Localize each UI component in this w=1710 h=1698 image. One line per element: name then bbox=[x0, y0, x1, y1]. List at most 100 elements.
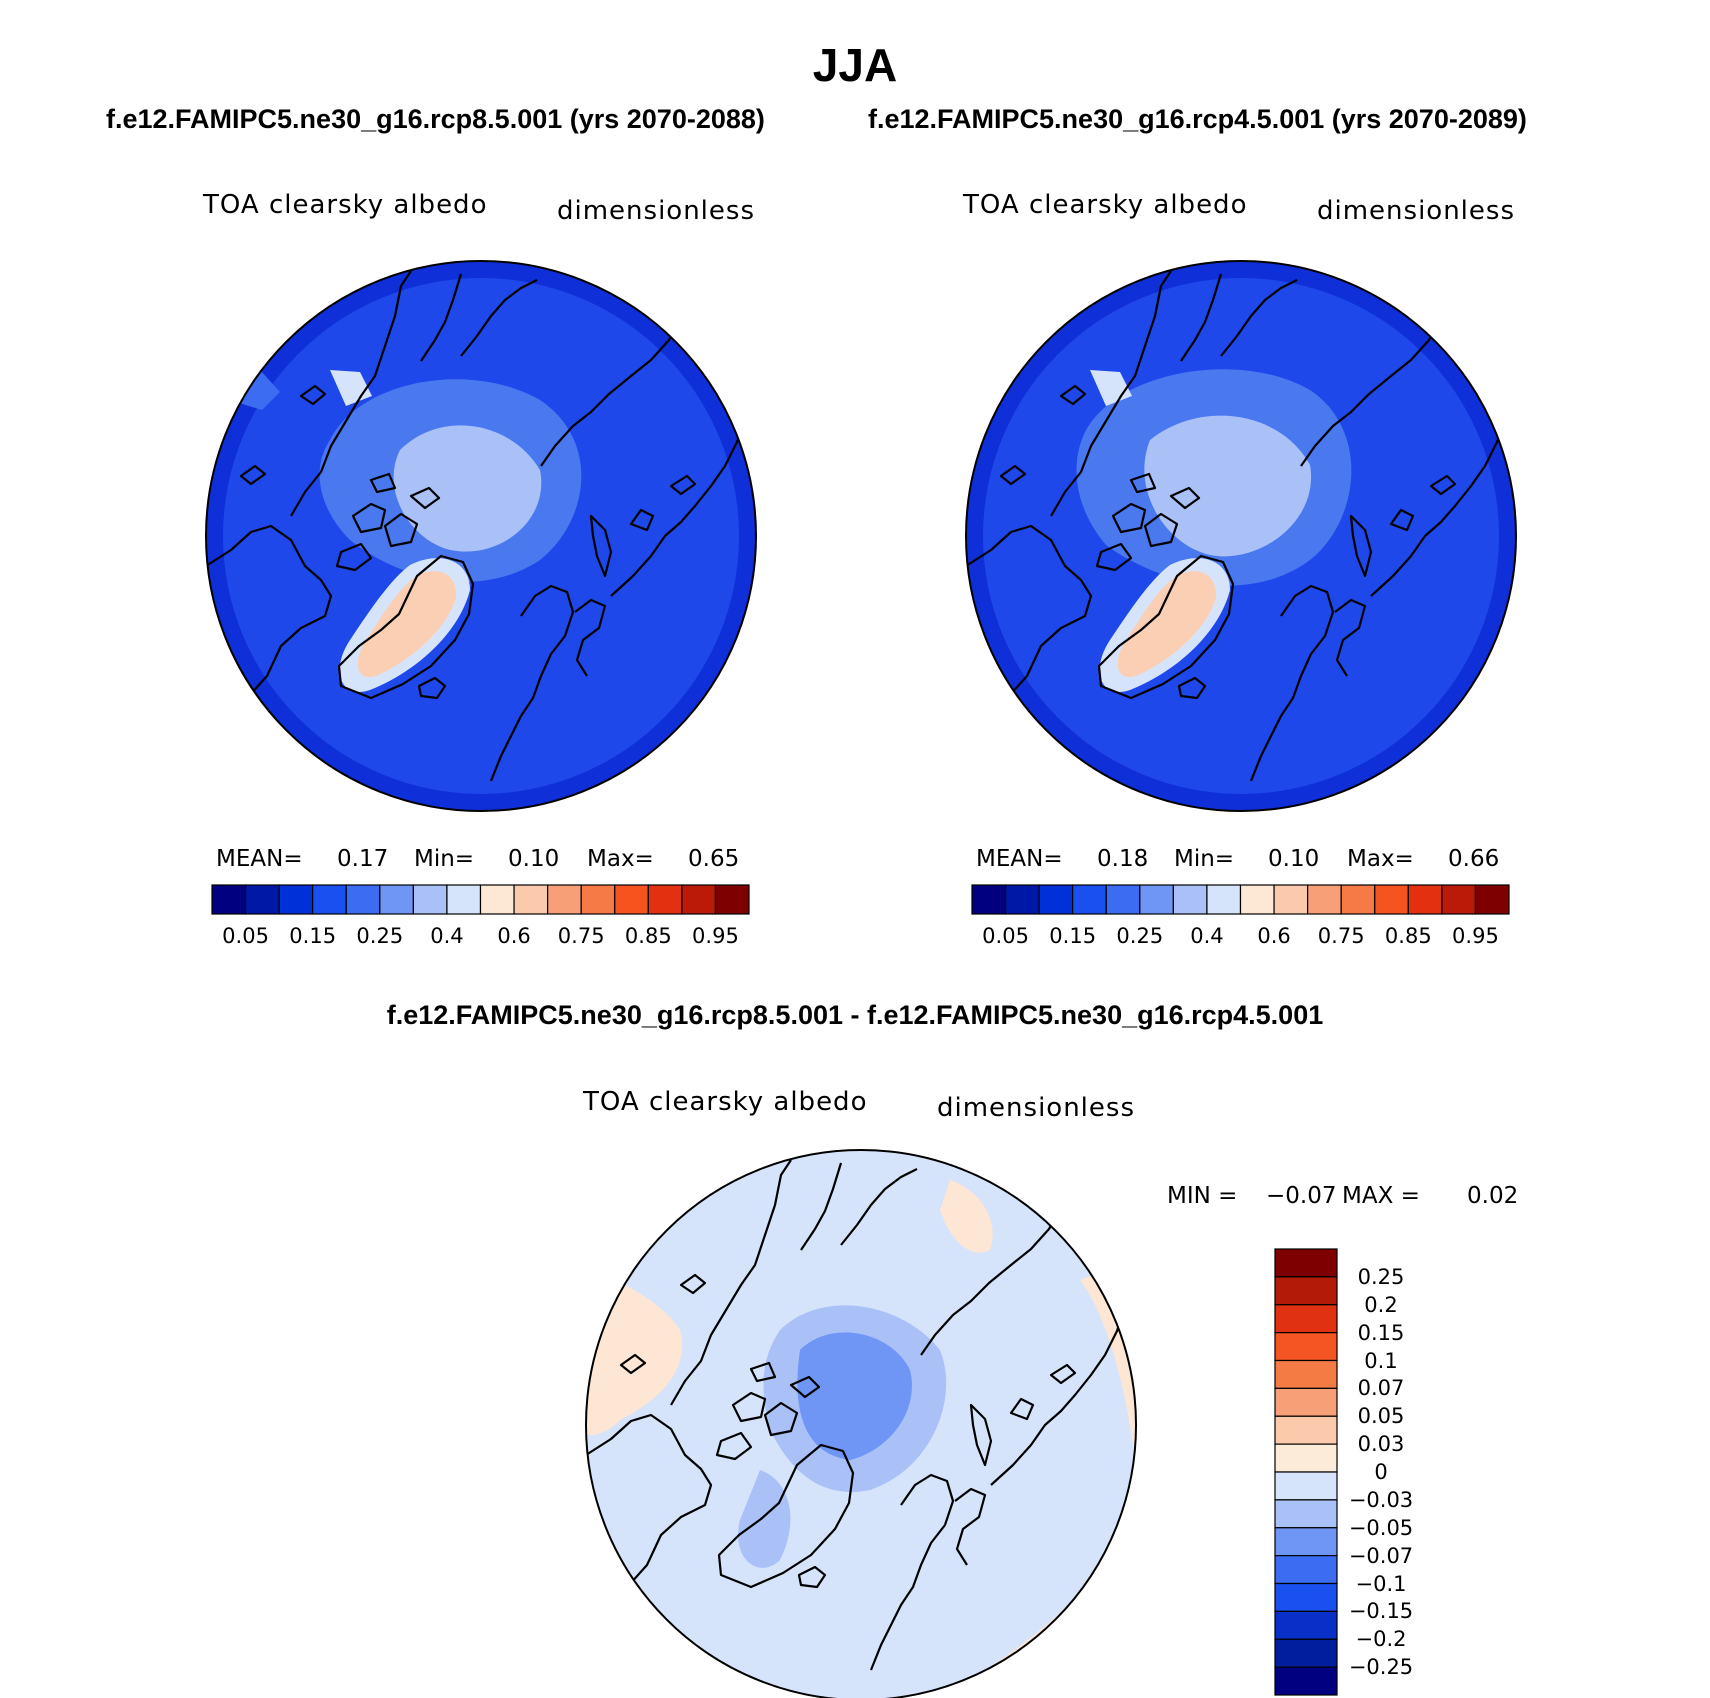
colorbar-diff-swatch bbox=[1274, 1387, 1338, 1417]
panel-a-min-label: Min= bbox=[414, 846, 475, 872]
colorbar-b-swatch bbox=[1407, 884, 1443, 915]
colorbar-a-swatch bbox=[345, 884, 381, 915]
colorbar-diff-swatch bbox=[1274, 1276, 1338, 1306]
diff-max-label: MAX = bbox=[1342, 1183, 1420, 1209]
figure-title: JJA bbox=[812, 39, 898, 91]
colorbar-b-swatch bbox=[1139, 884, 1174, 915]
colorbar-diff-tick-label: 0 bbox=[1374, 1460, 1388, 1484]
colorbar-a-tick-label: 0.15 bbox=[289, 924, 337, 948]
diff-min: −0.07 bbox=[1266, 1183, 1337, 1209]
colorbar-diff-tick-label: 0.05 bbox=[1357, 1404, 1405, 1429]
colorbar-a-tick-label: 0.85 bbox=[624, 924, 672, 948]
colorbar-diff-swatch bbox=[1274, 1527, 1338, 1557]
colorbar-diff-tick-label: −0.25 bbox=[1348, 1655, 1414, 1680]
colorbar-a-tick-label: 0.25 bbox=[356, 924, 404, 948]
colorbar-b-swatch bbox=[1474, 884, 1510, 915]
diff-variable: TOA clearsky albedo bbox=[583, 1087, 868, 1117]
colorbar-a-swatch bbox=[681, 884, 717, 915]
panel-a-variable: TOA clearsky albedo bbox=[203, 190, 488, 220]
colorbar-b-swatch bbox=[1004, 884, 1040, 915]
colorbar-diff-tick-label: −0.15 bbox=[1348, 1599, 1414, 1624]
map-panel-a bbox=[206, 261, 756, 811]
colorbar-a-swatch bbox=[211, 884, 247, 915]
colorbar-diff-tick-label: 0.25 bbox=[1357, 1264, 1405, 1289]
colorbar-diff-tick-label: 0.15 bbox=[1357, 1320, 1405, 1345]
colorbar-a-swatch bbox=[479, 884, 515, 915]
colorbar-b-tick-label: 0.05 bbox=[982, 924, 1029, 948]
colorbar-diff-swatch bbox=[1274, 1443, 1338, 1473]
colorbar-a-swatch bbox=[580, 884, 616, 915]
colorbar-diff-swatch bbox=[1274, 1471, 1338, 1501]
colorbar-b-swatch bbox=[1441, 884, 1477, 915]
colorbar-b-swatch bbox=[1239, 884, 1275, 915]
panel-b-boundary bbox=[965, 260, 1517, 812]
panel-a-max: 0.65 bbox=[688, 846, 740, 872]
panel-b-min-label: Min= bbox=[1174, 846, 1235, 872]
colorbar-diff-swatch bbox=[1274, 1610, 1338, 1640]
colorbar-a-swatch bbox=[547, 884, 582, 915]
panel-a-max-label: Max= bbox=[587, 846, 654, 872]
colorbar-b-swatch bbox=[1206, 884, 1242, 915]
colorbar-diff-swatch bbox=[1274, 1248, 1338, 1278]
panel-a-mean-label: MEAN= bbox=[216, 846, 303, 872]
panel-b-max: 0.66 bbox=[1448, 846, 1500, 872]
colorbar-a-tick-label: 0.95 bbox=[692, 924, 739, 948]
colorbar-a-swatch bbox=[278, 884, 314, 915]
panel-a-mean: 0.17 bbox=[337, 846, 389, 872]
colorbar-a-swatch bbox=[647, 884, 683, 915]
panel-b-units: dimensionless bbox=[1317, 196, 1515, 226]
diff-units: dimensionless bbox=[937, 1093, 1135, 1123]
colorbar-diff-tick-label: −0.07 bbox=[1348, 1543, 1414, 1568]
colorbar-b-swatch bbox=[971, 884, 1007, 915]
colorbar-b-swatch bbox=[1072, 884, 1107, 915]
colorbar-a-swatch bbox=[244, 884, 280, 915]
colorbar-diff-swatch bbox=[1274, 1499, 1338, 1529]
panel-a-boundary bbox=[205, 260, 757, 812]
colorbar-a-tick-label: 0.05 bbox=[222, 924, 269, 948]
colorbar-a-tick-label: 0.6 bbox=[497, 924, 531, 948]
diff-min-label: MIN = bbox=[1167, 1183, 1238, 1209]
colorbar-diff-swatch bbox=[1274, 1666, 1338, 1696]
panel-a-units: dimensionless bbox=[557, 196, 755, 226]
diff-max: 0.02 bbox=[1467, 1183, 1519, 1209]
colorbar-b-tick-label: 0.4 bbox=[1190, 924, 1224, 948]
colorbar-a-swatch bbox=[412, 884, 448, 915]
colorbar-b-swatch bbox=[1105, 884, 1141, 915]
map-panel-b bbox=[966, 261, 1516, 811]
case-b-title: f.e12.FAMIPC5.ne30_g16.rcp4.5.001 (yrs 2… bbox=[868, 104, 1527, 134]
panel-b-variable: TOA clearsky albedo bbox=[963, 190, 1248, 220]
colorbar-b-swatch bbox=[1307, 884, 1342, 915]
colorbar-diff-swatch bbox=[1274, 1582, 1338, 1612]
colorbar-diff-tick-label: 0.07 bbox=[1357, 1376, 1405, 1401]
map-diff-panel bbox=[586, 1150, 1136, 1698]
case-a-title: f.e12.FAMIPC5.ne30_g16.rcp8.5.001 (yrs 2… bbox=[106, 104, 765, 134]
panel-b-max-label: Max= bbox=[1347, 846, 1414, 872]
colorbar-diff-swatch bbox=[1274, 1555, 1338, 1585]
colorbar-diff-tick-label: −0.1 bbox=[1355, 1571, 1407, 1596]
colorbar-b-swatch bbox=[1038, 884, 1074, 915]
colorbar-b-swatch bbox=[1340, 884, 1376, 915]
colorbar-a-swatch bbox=[312, 884, 347, 915]
colorbar-b-tick-label: 0.95 bbox=[1452, 924, 1499, 948]
colorbar-panel-a bbox=[211, 884, 750, 915]
colorbar-b-tick-label: 0.25 bbox=[1116, 924, 1164, 948]
diff-panel-boundary bbox=[585, 1149, 1137, 1698]
colorbar-diff-tick-label: 0.2 bbox=[1364, 1292, 1398, 1317]
colorbar-diff-tick-label: −0.2 bbox=[1355, 1627, 1407, 1652]
colorbar-diff-tick-label: −0.03 bbox=[1348, 1487, 1414, 1512]
colorbar-a-tick-label: 0.75 bbox=[557, 924, 605, 948]
colorbar-diff-swatch bbox=[1274, 1332, 1338, 1362]
colorbar-b-tick-label: 0.85 bbox=[1384, 924, 1432, 948]
colorbar-diff-tick-label: 0.03 bbox=[1357, 1432, 1405, 1457]
colorbar-panel-b bbox=[971, 884, 1510, 915]
panel-a-min: 0.10 bbox=[508, 846, 560, 872]
colorbar-b-swatch bbox=[1172, 884, 1208, 915]
diff-title: f.e12.FAMIPC5.ne30_g16.rcp8.5.001 - f.e1… bbox=[386, 1000, 1324, 1030]
colorbar-a-swatch bbox=[379, 884, 414, 915]
colorbar-diff-swatch bbox=[1274, 1638, 1338, 1668]
panel-b-mean: 0.18 bbox=[1097, 846, 1149, 872]
colorbar-a-swatch bbox=[513, 884, 549, 915]
colorbar-diff-swatch bbox=[1274, 1359, 1338, 1389]
colorbar-b-swatch bbox=[1374, 884, 1409, 915]
